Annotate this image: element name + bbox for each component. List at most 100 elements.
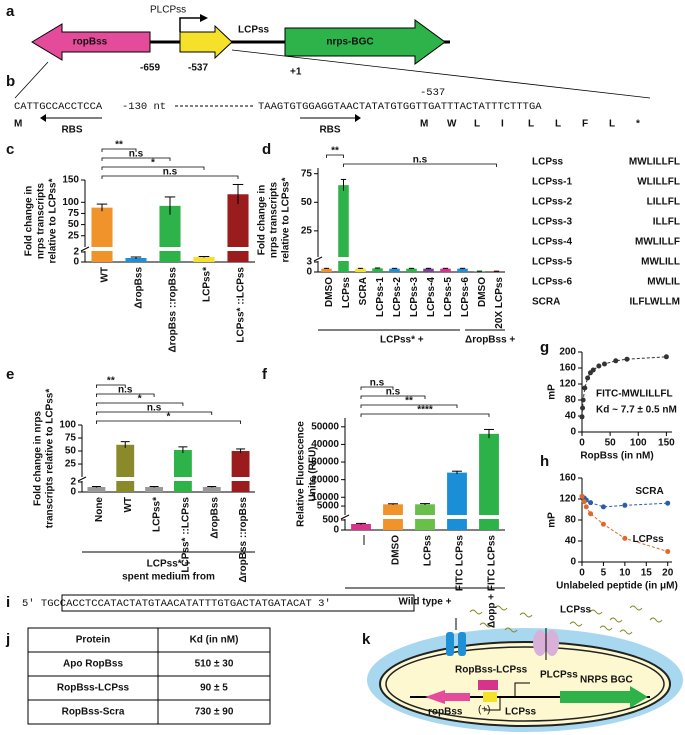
bar: [474, 271, 485, 272]
bar: [389, 268, 400, 272]
y-tick-label: 40: [565, 536, 577, 547]
peptide-sequence: MWLILLFL: [629, 157, 680, 168]
significance-label: n.s: [370, 378, 385, 389]
x-tick-label: LCPss*: [202, 267, 213, 302]
cell-label: RopBss-LCPss: [455, 665, 528, 676]
y-tick-label: 75: [65, 433, 77, 444]
position: -537: [420, 87, 445, 99]
x-tick-label: None: [94, 497, 105, 522]
bar: [479, 433, 499, 530]
y-tick-label: 0: [73, 257, 79, 268]
amino-acid: I: [501, 119, 504, 130]
bar: [87, 487, 106, 492]
x-tick-label: ΔropBss ::ropBss: [238, 497, 249, 583]
bar: [338, 185, 349, 272]
y-tick-label: 150: [62, 175, 79, 186]
x-tick-label: 20: [662, 568, 674, 579]
x-tick-label: LCPss-6: [460, 277, 471, 317]
significance-bracket: [96, 420, 241, 424]
x-tick-label: DMSO: [324, 277, 335, 307]
significance-label: n.s: [129, 149, 144, 160]
panel-label: j: [5, 631, 10, 648]
x-axis-label: spent medium from: [122, 572, 215, 583]
bar: [193, 257, 215, 262]
peptide-name: LCPss-6: [532, 277, 572, 288]
gene-label: ropBss: [73, 37, 108, 48]
amino-acid: L: [555, 119, 561, 130]
y-axis-label: transcripts relative to LCPss*: [45, 389, 56, 529]
data-point: [585, 375, 591, 381]
sequence: CATTGCCACCTCCA: [14, 101, 103, 113]
amino-acid: *: [636, 119, 640, 130]
amino-acid: L: [528, 119, 534, 130]
bar: [351, 524, 371, 530]
data-point: [602, 361, 607, 367]
x-tick-label: FITC LCPss: [455, 535, 466, 592]
panel-label: k: [362, 631, 371, 648]
axis-break-mark: [77, 476, 87, 482]
bar: [491, 271, 502, 272]
x-axis-label: Wild type +: [399, 597, 452, 608]
significance-bracket: [101, 157, 171, 161]
panel-label: f: [262, 366, 268, 383]
data-point: [596, 363, 602, 369]
y-axis-label: mP: [547, 512, 558, 528]
peptide-glyph: [469, 609, 483, 615]
significance-bracket: [101, 148, 137, 152]
significance-bracket: [96, 384, 126, 388]
y-tick-label: 50: [301, 197, 313, 208]
significance-label: n.s: [386, 387, 401, 398]
peptide-glyph: [599, 625, 613, 631]
series-label: LCPss: [633, 534, 665, 545]
y-tick-label: 10000: [311, 492, 339, 503]
significance-label: n.s: [147, 403, 162, 414]
significance-label: n.s: [163, 167, 178, 178]
table-cell: 90 ± 5: [200, 683, 228, 694]
amino-acid: W: [447, 119, 457, 130]
data-point: [580, 405, 586, 411]
significance-bracket: [96, 402, 184, 406]
x-tick-label: 100: [630, 438, 647, 449]
table-cell: Apo RopBss: [63, 659, 123, 670]
significance-label: **: [115, 140, 123, 151]
x-tick-label: LCPss* ::LCPss: [181, 497, 192, 573]
position: -659: [140, 63, 160, 74]
x-tick-label: 20X LCPss: [494, 277, 505, 329]
peptide-sequence: MWLILLF: [635, 237, 680, 248]
x-tick-label: 10: [619, 568, 631, 579]
significance-label: **: [405, 396, 413, 407]
significance-label: *: [138, 394, 142, 405]
peptide-sequence: MWLIL: [647, 277, 680, 288]
amino-acid: L: [609, 119, 615, 130]
bar: [145, 487, 164, 492]
peptide-name: SCRA: [532, 297, 560, 308]
amino-acids: M W L I L L F L *: [420, 119, 640, 130]
y-tick-label: 2: [70, 477, 76, 488]
significance-bracket: [101, 166, 205, 170]
significance-label: **: [331, 146, 339, 157]
data-point: [600, 521, 606, 527]
data-point: [665, 500, 671, 506]
panel-label: h: [540, 453, 549, 470]
data-point: [581, 499, 587, 505]
sequence: 5' TGCCACCTCCATACTATGTAACATATTTGTGACTATG…: [22, 598, 331, 610]
peptide-cloud: [469, 605, 663, 635]
peptide-sequence: ILFLWLLM: [629, 297, 680, 308]
cell-label: ropBss: [428, 707, 463, 718]
amino-acid: F: [582, 119, 588, 130]
peptide-sequence: ILLFL: [653, 217, 680, 228]
peptide-glyph: [589, 609, 603, 615]
position: -537: [188, 63, 208, 74]
x-tick-label: ΔropBss: [134, 267, 145, 309]
y-axis-label: mP: [547, 384, 558, 400]
significance-label: *: [167, 412, 171, 423]
peptide-glyph: [649, 617, 663, 623]
panel-label: a: [6, 3, 15, 20]
significance-bracket: [343, 163, 497, 167]
x-tick-label: LCPss-2: [392, 277, 403, 317]
axis-break: [79, 477, 255, 481]
panel-label: d: [262, 141, 271, 158]
y-axis-label: Fold change in: [257, 185, 268, 256]
data-point: [588, 511, 594, 517]
significance-bracket: [326, 154, 344, 158]
